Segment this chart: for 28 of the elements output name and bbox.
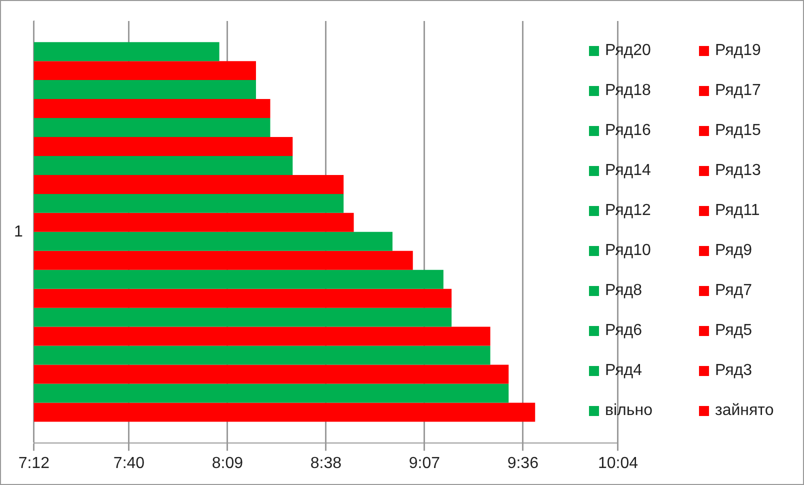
- legend-label: вільно: [605, 402, 652, 420]
- legend-label: Ряд10: [605, 242, 651, 260]
- legend-label: Ряд7: [715, 282, 752, 300]
- x-tick-label: 10:04: [598, 454, 638, 472]
- legend-label: Ряд11: [715, 202, 760, 220]
- y-tick-label: 1: [14, 223, 23, 240]
- x-tick-label: 7:40: [113, 454, 145, 472]
- legend-label: Ряд8: [605, 282, 642, 300]
- legend-label: Ряд17: [715, 82, 761, 100]
- legend-label: Ряд14: [605, 162, 651, 180]
- x-tick-label: 9:36: [507, 454, 539, 472]
- legend-label: Ряд5: [715, 322, 752, 340]
- legend-label: Ряд9: [715, 242, 752, 260]
- x-tick-label: 8:38: [310, 454, 342, 472]
- legend-label: Ряд3: [715, 362, 752, 380]
- legend-label: Ряд20: [605, 42, 651, 60]
- x-tick-label: 7:12: [18, 454, 50, 472]
- legend-label: Ряд4: [605, 362, 642, 380]
- legend-label: зайнято: [715, 402, 774, 420]
- legend-label: Ряд6: [605, 322, 642, 340]
- x-tick-label: 9:07: [408, 454, 440, 472]
- x-tick-label: 8:09: [212, 454, 244, 472]
- legend-label: Ряд19: [715, 42, 761, 60]
- legend-label: Ряд15: [715, 122, 761, 140]
- legend-label: Ряд16: [605, 122, 651, 140]
- legend-label: Ряд12: [605, 202, 651, 220]
- legend-label: Ряд13: [715, 162, 761, 180]
- legend-label: Ряд18: [605, 82, 651, 100]
